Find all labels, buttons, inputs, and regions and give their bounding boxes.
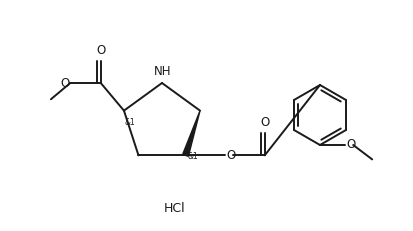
Text: &1: &1 (125, 118, 136, 127)
Text: O: O (96, 44, 105, 58)
Text: O: O (60, 76, 69, 90)
Text: NH: NH (154, 65, 172, 78)
Text: O: O (346, 139, 356, 152)
Polygon shape (183, 111, 200, 156)
Text: HCl: HCl (164, 203, 186, 216)
Text: O: O (226, 149, 235, 162)
Text: O: O (260, 116, 269, 129)
Text: &1: &1 (188, 152, 198, 161)
